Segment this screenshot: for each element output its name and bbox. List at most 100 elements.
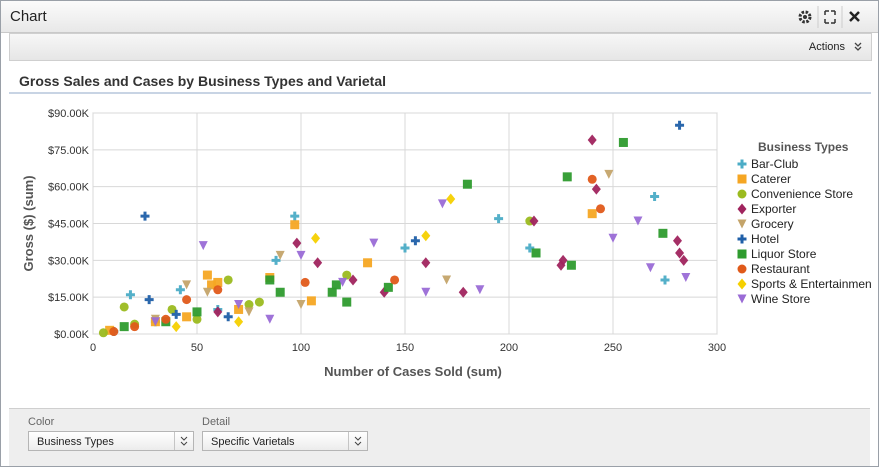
legend-label: Restaurant: [751, 262, 810, 276]
legend-marker: [737, 278, 747, 290]
legend-marker: [737, 234, 747, 244]
data-point: [198, 241, 208, 251]
data-point: [672, 235, 682, 247]
data-point: [437, 199, 447, 209]
data-point: [633, 216, 643, 226]
x-tick-label: 250: [604, 342, 622, 354]
data-point: [363, 258, 373, 268]
window-icons: [798, 6, 860, 28]
data-point: [446, 193, 456, 205]
x-tick-label: 100: [292, 342, 310, 354]
legend-label: Bar-Club: [751, 157, 799, 171]
data-point: [525, 243, 535, 253]
data-point: [494, 214, 504, 224]
legend-label: Grocery: [751, 217, 794, 231]
x-tick-label: 150: [396, 342, 414, 354]
data-point: [213, 285, 223, 295]
legend-marker: [737, 203, 747, 215]
settings-icon[interactable]: [798, 10, 812, 24]
data-point: [660, 275, 670, 285]
data-point: [587, 174, 597, 184]
data-point: [192, 314, 202, 324]
data-point: [244, 300, 254, 310]
data-point: [369, 238, 379, 248]
data-point: [140, 211, 150, 221]
detail-label: Detail: [202, 416, 231, 428]
data-point: [311, 232, 321, 244]
legend-label: Wine Store: [751, 292, 811, 306]
legend-label: Liquor Store: [751, 247, 817, 261]
x-tick-label: 200: [500, 342, 518, 354]
data-point: [531, 248, 541, 258]
legend-marker: [737, 159, 747, 169]
data-point: [202, 270, 212, 280]
close-icon[interactable]: [849, 11, 860, 22]
data-point: [207, 280, 217, 290]
toolbar: Actions: [9, 33, 872, 61]
data-point: [296, 300, 306, 310]
color-label: Color: [28, 416, 55, 428]
data-point: [192, 307, 202, 317]
data-point: [475, 285, 485, 295]
color-select[interactable]: Business Types: [28, 431, 194, 451]
data-point: [275, 287, 285, 297]
data-point: [290, 211, 300, 221]
legend-marker: [737, 264, 747, 274]
detail-select-value: Specific Varietals: [211, 436, 295, 448]
legend-marker: [737, 219, 747, 229]
legend-label: Convenience Store: [751, 187, 853, 201]
data-point: [213, 277, 223, 287]
data-point: [234, 304, 244, 314]
data-point: [342, 270, 352, 280]
x-tick-label: 0: [90, 342, 96, 354]
y-tick-label: $0.00K: [54, 329, 90, 341]
x-tick-label: 300: [708, 342, 726, 354]
legend-label: Hotel: [751, 232, 779, 246]
data-point: [462, 179, 472, 189]
data-point: [342, 297, 352, 307]
data-point: [383, 282, 393, 292]
y-tick-label: $30.00K: [48, 255, 90, 267]
data-point: [182, 312, 192, 322]
expand-icon[interactable]: [824, 10, 836, 24]
color-select-value: Business Types: [37, 436, 114, 448]
data-point: [125, 290, 135, 300]
actions-menu[interactable]: Actions: [808, 41, 845, 53]
data-point: [313, 257, 323, 269]
legend-marker: [737, 294, 747, 304]
x-tick-label: 50: [191, 342, 203, 354]
data-point: [331, 280, 341, 290]
data-point: [213, 306, 223, 318]
data-point: [254, 297, 264, 307]
data-point: [604, 169, 614, 179]
data-point: [265, 314, 275, 324]
data-point: [421, 287, 431, 297]
data-point: [175, 285, 185, 295]
options-panel: Color Business Types Detail Specific Var…: [9, 408, 870, 466]
data-point: [223, 312, 233, 322]
data-point: [338, 277, 348, 287]
legend-label: Caterer: [751, 172, 791, 186]
data-point: [327, 287, 337, 297]
actions-chevron[interactable]: [853, 42, 863, 52]
data-point: [675, 120, 685, 130]
legend-title: Business Types: [758, 140, 849, 154]
data-point: [300, 277, 310, 287]
select-arrow: [174, 432, 188, 450]
data-point: [596, 204, 606, 214]
data-point: [645, 263, 655, 273]
data-point: [275, 250, 285, 260]
data-point: [144, 295, 154, 305]
data-point: [271, 255, 281, 265]
x-axis-label: Number of Cases Sold (sum): [324, 364, 502, 379]
data-point: [109, 327, 119, 337]
select-arrow: [348, 432, 362, 450]
data-point: [390, 275, 400, 285]
data-point: [223, 275, 233, 285]
data-point: [202, 287, 212, 297]
detail-select[interactable]: Specific Varietals: [202, 431, 368, 451]
data-point: [458, 286, 468, 298]
data-point: [130, 322, 140, 332]
data-point: [591, 183, 601, 195]
data-point: [421, 257, 431, 269]
